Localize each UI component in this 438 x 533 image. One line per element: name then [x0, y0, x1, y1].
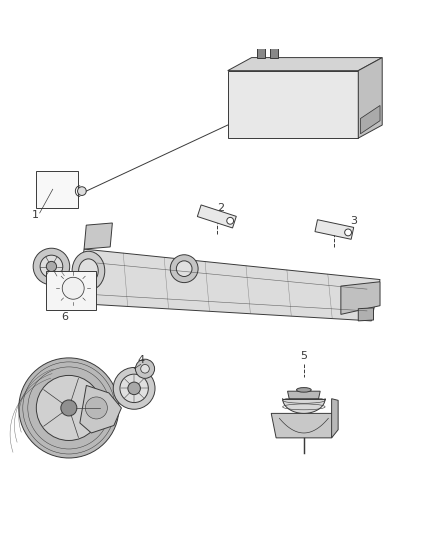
Ellipse shape [297, 387, 311, 392]
Text: 5: 5 [300, 351, 307, 361]
Polygon shape [270, 47, 278, 58]
Polygon shape [288, 391, 320, 399]
Text: 2: 2 [218, 203, 225, 213]
Ellipse shape [79, 259, 98, 283]
Circle shape [33, 248, 70, 285]
Polygon shape [78, 249, 380, 321]
Polygon shape [341, 282, 380, 314]
Circle shape [345, 229, 352, 236]
Circle shape [141, 365, 149, 373]
Circle shape [46, 261, 57, 272]
Polygon shape [228, 58, 382, 71]
Polygon shape [228, 71, 358, 138]
Polygon shape [84, 223, 113, 249]
Polygon shape [360, 106, 380, 134]
Polygon shape [332, 399, 338, 438]
Circle shape [19, 358, 119, 458]
Text: 3: 3 [350, 216, 357, 226]
Polygon shape [198, 205, 236, 228]
Text: 6: 6 [61, 312, 68, 321]
Polygon shape [80, 385, 121, 433]
Circle shape [85, 397, 107, 419]
Polygon shape [315, 220, 354, 239]
Polygon shape [46, 271, 96, 310]
Circle shape [36, 375, 101, 440]
Polygon shape [358, 308, 374, 321]
Circle shape [177, 261, 192, 277]
Circle shape [227, 217, 233, 224]
Text: 1: 1 [32, 210, 39, 220]
Circle shape [61, 400, 77, 416]
Circle shape [40, 255, 63, 278]
Circle shape [128, 382, 141, 394]
Polygon shape [257, 47, 265, 58]
Circle shape [78, 187, 86, 196]
Circle shape [62, 277, 84, 299]
Ellipse shape [72, 251, 105, 290]
Circle shape [135, 359, 155, 378]
Circle shape [120, 374, 148, 402]
Circle shape [170, 255, 198, 282]
Circle shape [113, 367, 155, 409]
Polygon shape [271, 414, 336, 438]
Polygon shape [36, 171, 78, 208]
Polygon shape [358, 58, 382, 138]
Text: 4: 4 [137, 355, 144, 365]
